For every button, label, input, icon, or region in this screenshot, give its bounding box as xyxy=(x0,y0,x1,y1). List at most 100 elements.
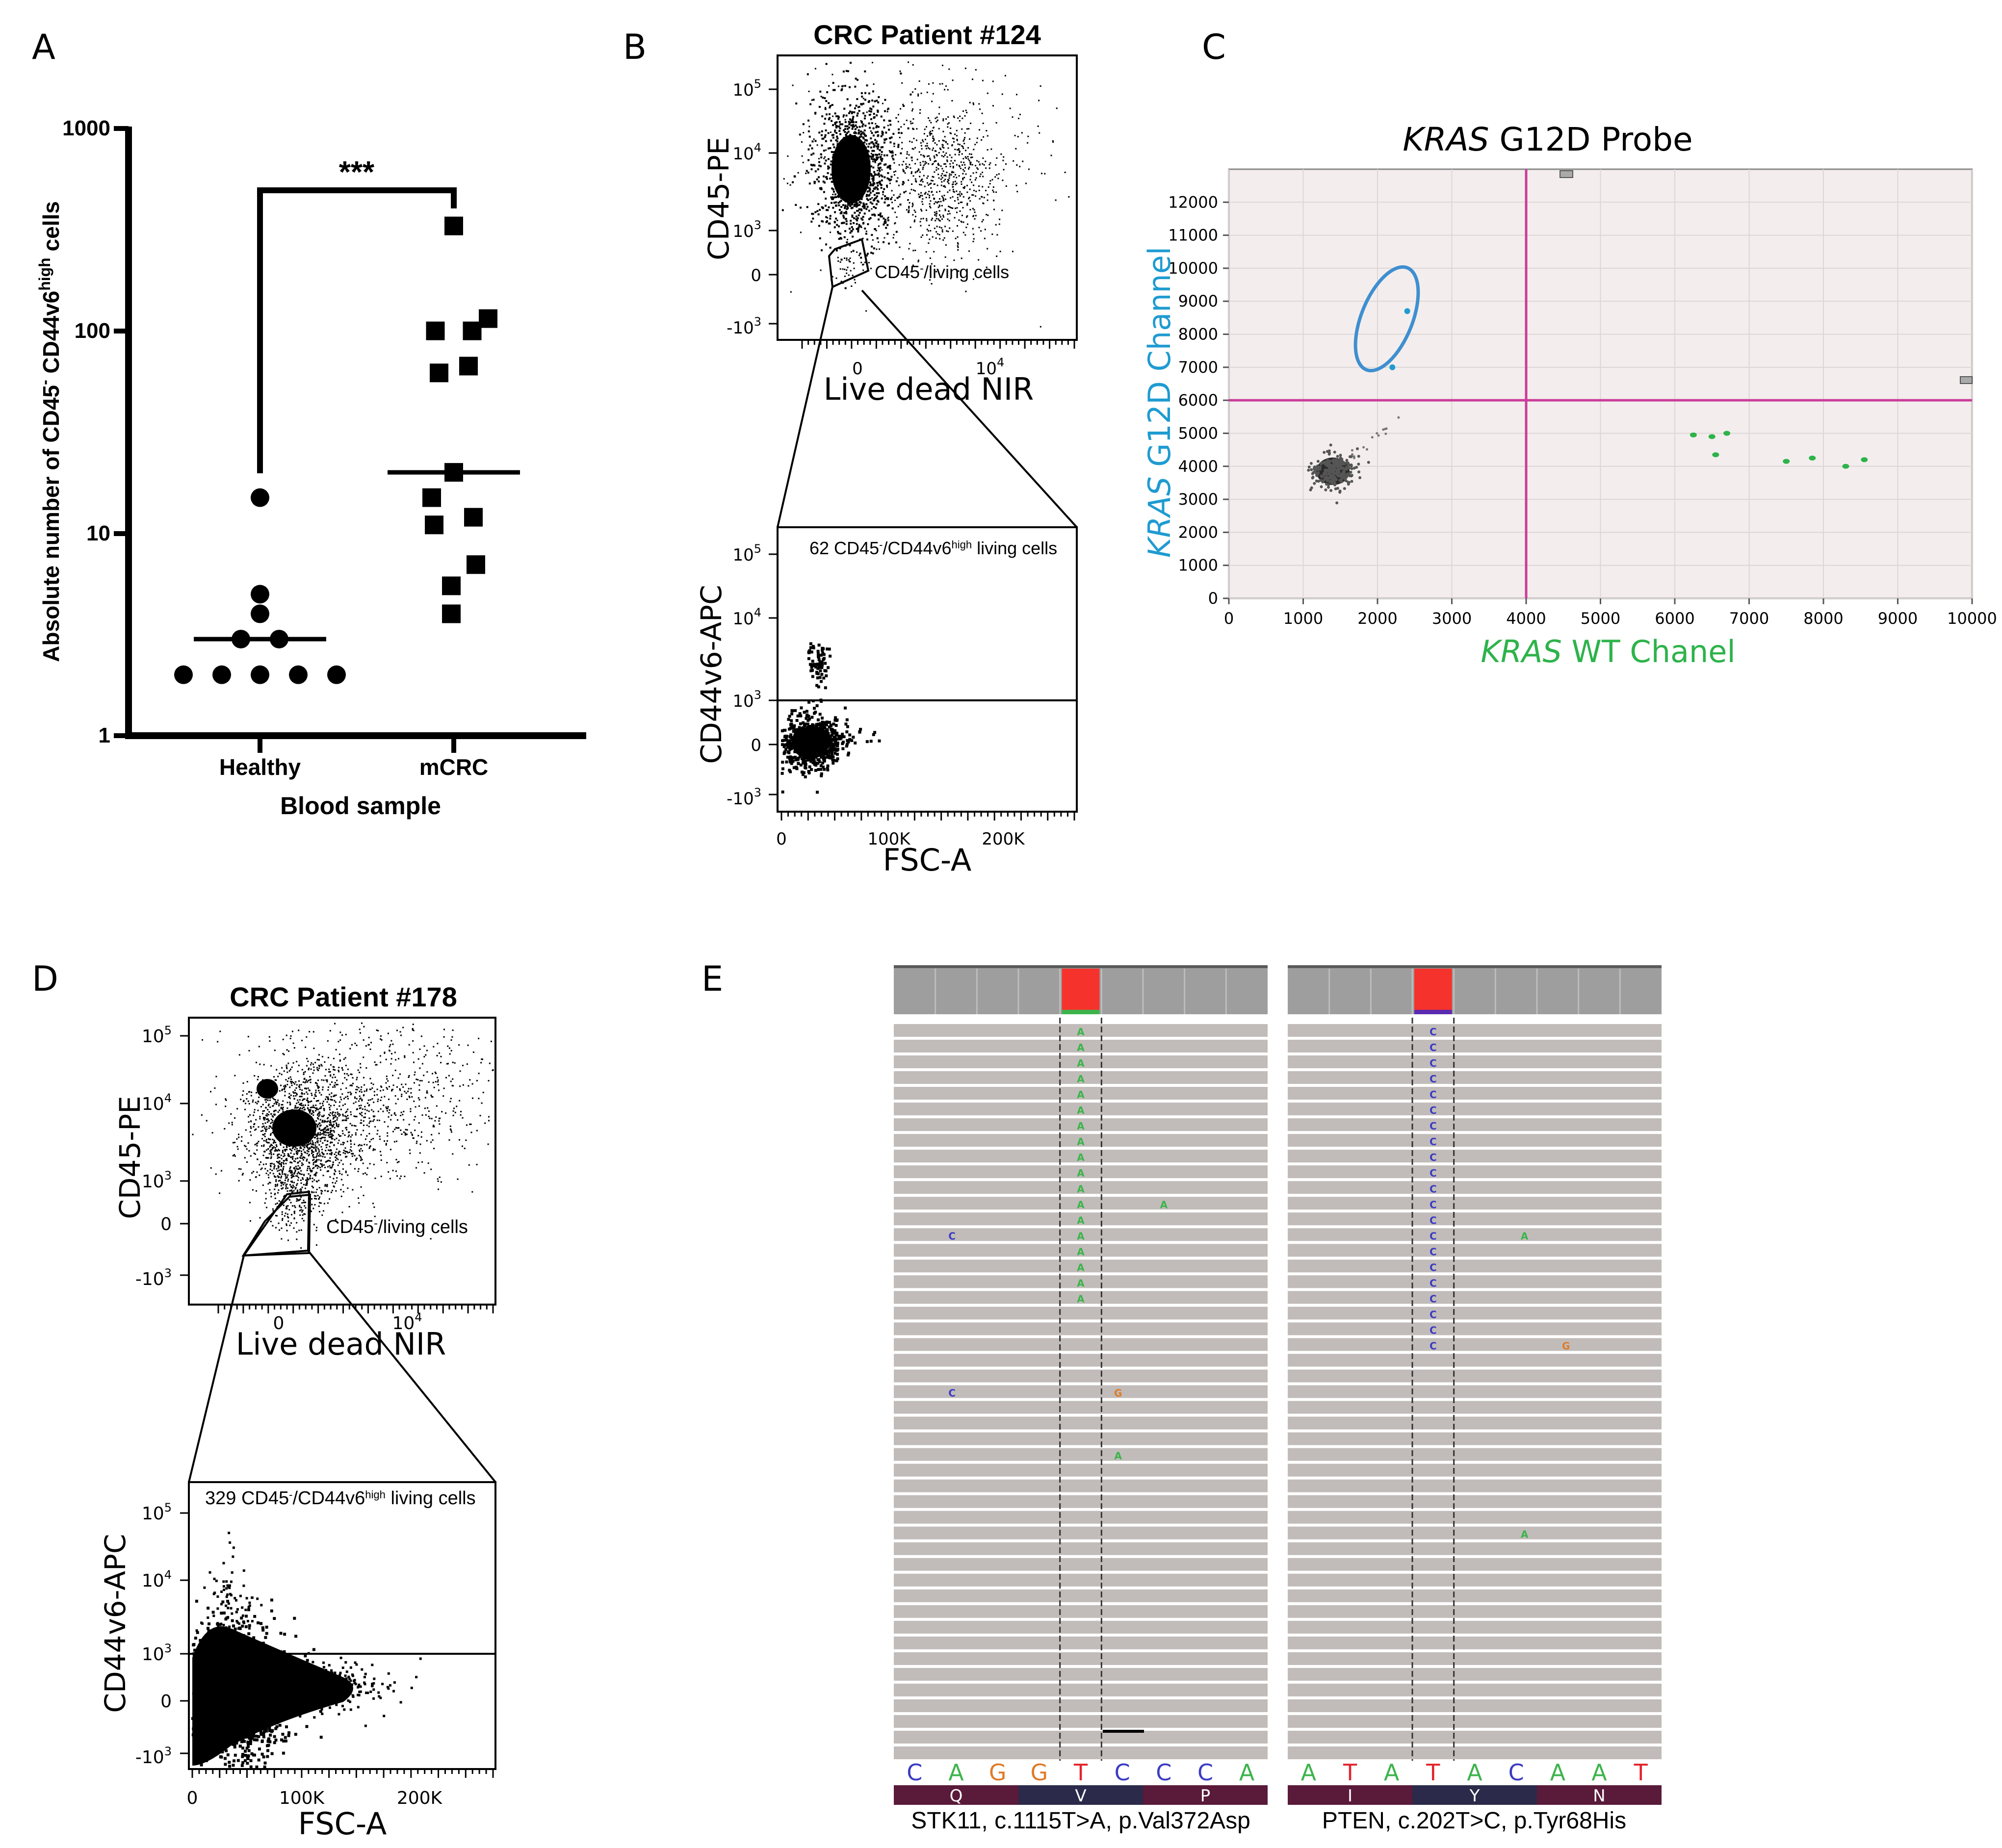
d-top-dot xyxy=(324,1139,326,1141)
b-top-dot xyxy=(886,154,888,156)
b-bottom-dot xyxy=(819,698,823,702)
a-point-healthy-2 xyxy=(251,604,269,623)
d-top-dot xyxy=(297,1122,299,1124)
b-top-dot xyxy=(942,197,944,199)
b-top-dot xyxy=(932,176,934,178)
d-top-dot xyxy=(342,1152,344,1154)
d-top-dot xyxy=(269,1168,271,1170)
b-bottom-dot xyxy=(792,746,796,749)
b-top-dot xyxy=(821,130,823,132)
b-top-dot xyxy=(881,215,884,218)
b-top-dot xyxy=(884,99,886,101)
d-top-dot xyxy=(312,1146,313,1148)
d-top-dot xyxy=(294,1105,296,1106)
d-top-dot xyxy=(347,1174,349,1176)
d-top-dot xyxy=(283,1160,285,1162)
b-top-dot xyxy=(875,230,877,231)
b-top-dot xyxy=(834,211,836,213)
d-top-dot xyxy=(276,1120,278,1122)
b-top-dot xyxy=(837,153,839,154)
b-top-dot xyxy=(948,210,950,212)
b-top-dot xyxy=(872,182,875,185)
b-top-dot xyxy=(914,88,916,90)
d-top-dot xyxy=(267,1170,268,1172)
b-top-dot xyxy=(856,167,858,169)
b-top-dot xyxy=(829,105,832,107)
d-top-dot xyxy=(331,1099,333,1101)
d-top-dot xyxy=(345,1087,347,1089)
b-top-dot xyxy=(848,185,851,187)
b-zoom-line-left xyxy=(777,286,833,528)
d-top-dot xyxy=(317,1085,319,1087)
b-top-dot xyxy=(938,233,940,235)
b-bottom-dot xyxy=(818,738,821,742)
d-top-dot xyxy=(344,1115,346,1117)
b-top-dot xyxy=(854,165,856,167)
d-top-dot xyxy=(322,1086,324,1088)
b-top-dot xyxy=(948,122,950,124)
c-y-tick-label: 3000 xyxy=(1178,490,1218,509)
d-top-dot xyxy=(276,1202,278,1204)
c-negative-droplet xyxy=(1313,465,1316,468)
b-top-dot xyxy=(858,225,860,228)
d-top-dot xyxy=(277,1154,279,1155)
d-top-dot xyxy=(272,1148,274,1149)
b-top-dot xyxy=(947,126,949,128)
b-top-dot xyxy=(860,261,862,263)
b-top-dot xyxy=(845,212,848,215)
b-top-dot xyxy=(996,256,998,257)
d-top-dot xyxy=(299,1135,301,1137)
d-top-dot xyxy=(272,1142,274,1144)
b-top-dot xyxy=(956,177,958,179)
b-top-dot xyxy=(995,224,997,226)
b-top-dot xyxy=(879,212,882,215)
d-top-dot xyxy=(330,1105,332,1107)
d-top-dot xyxy=(348,1151,350,1153)
b-top-dot xyxy=(873,113,875,115)
b-top-dot xyxy=(975,172,977,174)
b-top-dot xyxy=(812,217,814,220)
b-top-dot xyxy=(845,137,847,140)
b-top-dot xyxy=(920,142,922,144)
b-top-dot xyxy=(963,170,965,172)
b-top-dot xyxy=(842,85,844,87)
d-top-dot xyxy=(275,1122,276,1124)
d-top-dot xyxy=(259,1174,260,1176)
b-bottom-dot xyxy=(859,728,862,731)
b-top-dot xyxy=(943,140,945,142)
d-top-dot xyxy=(387,1088,389,1090)
d-top-dot xyxy=(287,1062,289,1064)
b-bottom-dot xyxy=(813,707,816,710)
c-y-tick-label: 4000 xyxy=(1178,457,1218,476)
b-top-dot xyxy=(846,259,848,261)
b-top-dot xyxy=(807,148,810,151)
b-bottom-dot xyxy=(807,732,810,735)
b-top-dot xyxy=(870,110,872,113)
d-top-dot xyxy=(316,1059,318,1061)
d-top-dot xyxy=(305,1127,307,1129)
b-top-dot xyxy=(886,186,888,188)
d-top-dot xyxy=(263,1151,265,1153)
d-top-dot xyxy=(354,1155,356,1156)
b-top-dot xyxy=(849,244,851,247)
b-top-dot xyxy=(954,133,956,135)
a-point-healthy-7 xyxy=(251,665,269,684)
b-top-dot xyxy=(911,205,913,207)
b-top-dot xyxy=(891,150,894,153)
b-top-dot xyxy=(866,205,869,208)
b-top-dot xyxy=(884,222,886,224)
d-top-dot xyxy=(321,1065,323,1067)
d-top-dot xyxy=(313,1106,315,1108)
d-top-dot xyxy=(321,1149,323,1151)
b-bottom-dot xyxy=(806,734,809,738)
b-top-dot xyxy=(832,159,835,162)
b-top-dot xyxy=(859,185,862,187)
d-top-dot xyxy=(319,1107,321,1109)
b-bottom-dot xyxy=(840,735,844,738)
d-top-dot xyxy=(325,1144,327,1146)
b-bottom-dot xyxy=(825,674,828,677)
b-top-dot xyxy=(839,178,842,180)
b-top-dot xyxy=(938,164,940,166)
d-top-dot xyxy=(308,1128,310,1129)
d-top-dot xyxy=(259,1088,260,1090)
